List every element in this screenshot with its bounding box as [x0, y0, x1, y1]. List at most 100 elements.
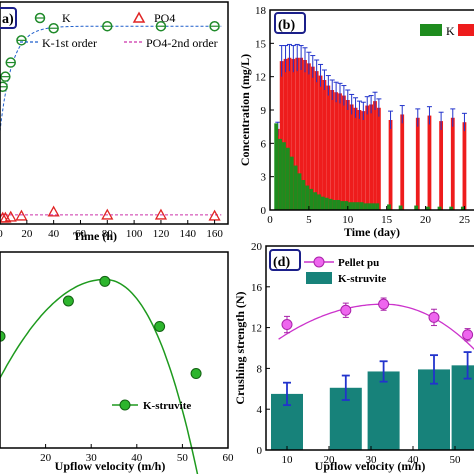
panel-b-k-bar	[371, 203, 376, 210]
panel-c-xtick-label: 50	[177, 452, 189, 464]
panel-d-pellet-point	[281, 319, 293, 331]
legend-d-pellet-marker	[313, 256, 325, 268]
panel-a-po4-point	[154, 208, 168, 220]
panel-a-xtick-label: 0	[0, 228, 3, 240]
panel-b-red-bar	[439, 121, 444, 210]
panel-c-fit-line	[0, 278, 199, 474]
panel-b-red-bar	[345, 100, 350, 210]
panel-a-xtick-label: 160	[206, 228, 223, 240]
panel-b-k-bar	[340, 201, 345, 210]
panel-c-point	[62, 295, 74, 307]
panel-a-po4-point	[15, 209, 28, 221]
panel-b-red-bar	[283, 58, 288, 211]
legend-c-marker	[119, 399, 131, 411]
panel-b-k-bar	[289, 156, 294, 210]
panel-b-k-bar	[332, 200, 337, 210]
panel-a-label-box	[0, 7, 17, 29]
panel-b-red-bar	[306, 63, 311, 211]
panel-b-red-bar	[334, 92, 339, 210]
panel-b-k-bar	[355, 202, 360, 210]
legend-d-kstruvite-swatch	[306, 272, 332, 284]
panel-c-point	[0, 330, 6, 342]
panel-d-pellet-point	[428, 311, 440, 323]
panel-a-po4-point	[101, 208, 114, 220]
panel-b-k-bar	[309, 188, 314, 210]
panel-b-xtick-label: 15	[381, 214, 393, 226]
panel-d-ytick-label: 12	[251, 323, 262, 335]
panel-d-pellet-point	[340, 304, 352, 316]
panel-b-k-bar	[305, 185, 310, 210]
panel-b-red-bar	[318, 75, 323, 210]
panel-b-ytick-label: 12	[255, 72, 266, 84]
panel-b-k-bar	[274, 123, 279, 210]
legend-po4-marker	[132, 11, 146, 23]
panel-d-bar	[367, 371, 400, 450]
legend-b-k-label: K	[446, 24, 455, 38]
panel-b-k-bar	[285, 147, 290, 210]
panel-b-xtick-label: 20	[420, 214, 432, 226]
legend-k-label: K	[62, 11, 71, 25]
panel-b-red-bar	[388, 120, 393, 210]
panel-b-red-bar	[314, 71, 319, 210]
panel-b-xtick-label: 0	[267, 214, 273, 226]
panel-d-ytick-label: 16	[251, 282, 263, 294]
panel-a-label: a)	[2, 12, 14, 27]
panel-b-red-bar	[376, 107, 381, 210]
panel-b-k-bar	[320, 196, 325, 210]
panel-b-xtick-label: 25	[459, 214, 471, 226]
panel-d-xtick-label: 40	[408, 454, 420, 466]
panel-b-red-bar	[357, 110, 362, 210]
panel-d-bar	[451, 365, 474, 450]
panel-b-k-bar	[367, 203, 372, 210]
panel-b-ylabel: Concentration (mg/L)	[238, 54, 252, 166]
panel-b-red-bar	[330, 90, 335, 210]
panel-b-k-bar	[398, 205, 403, 210]
legend-d-pellet-label: Pellet pu	[338, 257, 379, 269]
panel-d-ytick-label: 20	[251, 241, 263, 253]
panel-b-label: (b)	[278, 18, 295, 33]
panel-c-point	[190, 368, 202, 380]
panel-a-xtick-label: 20	[21, 228, 33, 240]
panel-c-point	[154, 320, 166, 332]
panel-a-xtick-label: 40	[48, 228, 60, 240]
panel-b-k-bar	[336, 200, 341, 210]
panel-c-xtick-label: 60	[223, 452, 235, 464]
panel-b-red-bar	[295, 57, 300, 211]
panel-b-red-bar	[303, 60, 307, 210]
panel-a-xtick-label: 60	[75, 228, 87, 240]
panel-d-xtick-label: 10	[282, 454, 294, 466]
panel-d-xtick-label: 20	[324, 454, 336, 466]
panel-a: 0 20 40 60 80 100 120 140 160 Time (h) a) K PO4 …	[0, 1, 229, 243]
panel-a-po4-point	[208, 209, 221, 221]
panel-c-point	[99, 275, 111, 287]
legend-d-kstruvite-label: K-struvite	[338, 273, 386, 285]
legend-c-label: K-struvite	[143, 400, 191, 412]
panel-b-k-bar	[324, 197, 329, 210]
panel-b-red-bar	[287, 57, 292, 211]
panel-c-xtick-label: 40	[131, 452, 143, 464]
panel-c: 20 30 40 50 60 Upflow velocity (m/h) K-struv…	[0, 251, 235, 474]
panel-d-ytick-label: 0	[257, 445, 263, 457]
panel-b-k-bar	[328, 198, 333, 210]
panel-b-ytick-label: 15	[255, 38, 267, 50]
panel-b-red-bar	[427, 115, 432, 210]
panel-b-red-bar	[326, 85, 331, 210]
panel-a-xtick-label: 120	[153, 228, 170, 240]
panel-d-xtick-label: 50	[450, 454, 462, 466]
panel-b-red-bar	[369, 104, 374, 210]
panel-b-k-bar	[352, 202, 356, 210]
panel-c-legend: K-struvite	[112, 399, 191, 412]
panel-b-red-bar	[338, 93, 342, 210]
panel-b-k-bar	[348, 202, 352, 210]
panel-b-red-bar	[450, 117, 455, 210]
panel-b-red-bar	[279, 61, 284, 210]
panel-a-po4-point	[47, 205, 60, 217]
panel-b-k-bar	[449, 206, 454, 210]
panel-b-red-bar	[310, 66, 315, 211]
panel-b-k-bar	[414, 205, 419, 210]
panel-b-k-bar	[344, 201, 349, 210]
panel-b-ytick-label: 6	[261, 138, 267, 150]
legend-po4-fit-label: PO4-2nd order	[146, 36, 218, 50]
panel-b-k-bar	[375, 203, 380, 210]
